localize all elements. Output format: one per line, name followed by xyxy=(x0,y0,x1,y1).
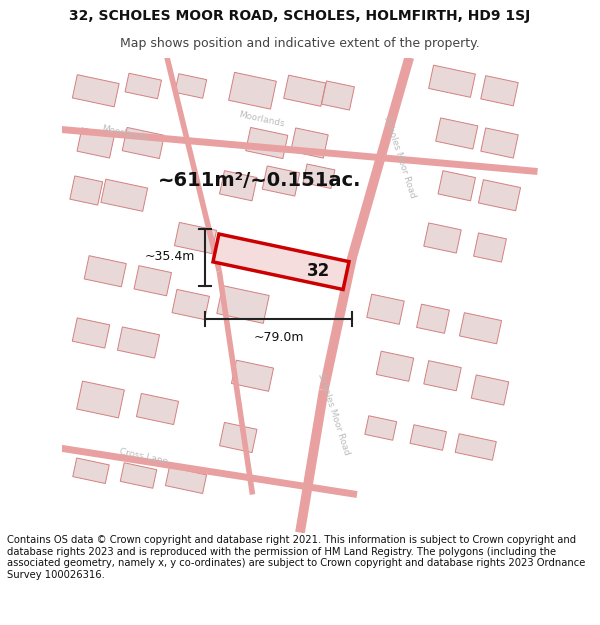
Polygon shape xyxy=(438,171,475,201)
Text: Map shows position and indicative extent of the property.: Map shows position and indicative extent… xyxy=(120,37,480,49)
Polygon shape xyxy=(460,312,502,344)
Text: Cross Lane: Cross Lane xyxy=(118,447,168,466)
Polygon shape xyxy=(262,166,300,196)
Polygon shape xyxy=(72,318,110,348)
Polygon shape xyxy=(232,360,274,391)
Polygon shape xyxy=(73,458,109,484)
Polygon shape xyxy=(77,128,115,158)
Polygon shape xyxy=(436,118,478,149)
Polygon shape xyxy=(481,128,518,158)
Polygon shape xyxy=(471,375,509,405)
Polygon shape xyxy=(322,81,355,110)
Polygon shape xyxy=(478,179,521,211)
Polygon shape xyxy=(136,393,179,424)
Polygon shape xyxy=(376,351,414,381)
Polygon shape xyxy=(134,266,172,296)
Text: ~79.0m: ~79.0m xyxy=(253,331,304,344)
Polygon shape xyxy=(291,128,328,158)
Polygon shape xyxy=(70,176,103,205)
Polygon shape xyxy=(455,434,496,460)
Polygon shape xyxy=(122,127,164,159)
Polygon shape xyxy=(481,76,518,106)
Polygon shape xyxy=(166,467,206,494)
Polygon shape xyxy=(416,304,449,333)
Text: Scholes Moor Road: Scholes Moor Road xyxy=(382,115,417,199)
Text: Moorlands: Moorlands xyxy=(100,124,148,142)
Polygon shape xyxy=(175,74,206,98)
Polygon shape xyxy=(213,234,349,289)
Polygon shape xyxy=(220,171,257,201)
Polygon shape xyxy=(175,222,217,254)
Polygon shape xyxy=(229,72,277,109)
Polygon shape xyxy=(473,233,506,262)
Polygon shape xyxy=(118,327,160,358)
Polygon shape xyxy=(245,127,288,159)
Polygon shape xyxy=(303,164,335,189)
Polygon shape xyxy=(125,73,161,99)
Polygon shape xyxy=(73,75,119,107)
Text: ~611m²/~0.151ac.: ~611m²/~0.151ac. xyxy=(157,171,361,191)
Text: 32, SCHOLES MOOR ROAD, SCHOLES, HOLMFIRTH, HD9 1SJ: 32, SCHOLES MOOR ROAD, SCHOLES, HOLMFIRT… xyxy=(70,9,530,23)
Polygon shape xyxy=(220,422,257,452)
Text: Scholes Moor Road: Scholes Moor Road xyxy=(316,372,351,456)
Text: 32: 32 xyxy=(307,262,331,280)
Polygon shape xyxy=(284,75,326,106)
Polygon shape xyxy=(428,65,475,98)
Polygon shape xyxy=(365,416,397,440)
Polygon shape xyxy=(84,256,127,287)
Text: Moorlands: Moorlands xyxy=(238,110,286,129)
Polygon shape xyxy=(424,361,461,391)
Polygon shape xyxy=(410,425,446,450)
Polygon shape xyxy=(77,381,124,418)
Polygon shape xyxy=(172,289,209,319)
Polygon shape xyxy=(120,462,157,488)
Polygon shape xyxy=(367,294,404,324)
Polygon shape xyxy=(424,223,461,253)
Text: ~35.4m: ~35.4m xyxy=(145,251,196,264)
Polygon shape xyxy=(101,179,148,211)
Polygon shape xyxy=(217,286,269,323)
Text: Contains OS data © Crown copyright and database right 2021. This information is : Contains OS data © Crown copyright and d… xyxy=(7,535,586,580)
